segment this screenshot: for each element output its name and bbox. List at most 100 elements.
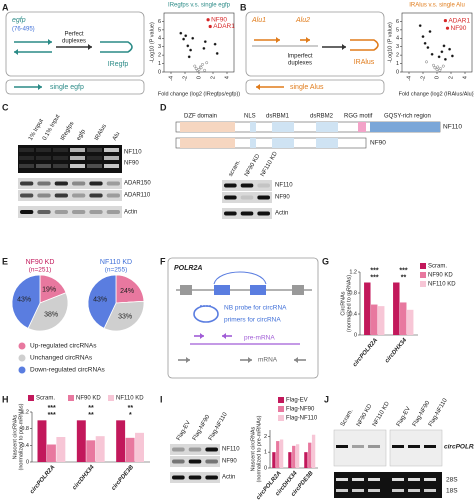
domain-label: dsRBM1 xyxy=(266,114,290,120)
legend-swatch xyxy=(278,415,284,421)
significance: *** xyxy=(370,274,378,281)
blot xyxy=(222,192,272,203)
panel-letter: D xyxy=(160,102,167,112)
bar xyxy=(393,282,400,335)
point xyxy=(441,64,445,68)
legend-swatch xyxy=(108,395,114,401)
gel-band xyxy=(368,489,380,492)
x-tick-label: 4 xyxy=(224,76,230,79)
significance: * xyxy=(129,412,132,419)
point xyxy=(186,44,190,48)
point xyxy=(182,37,186,41)
probe-label: NB probe for circRNA xyxy=(224,305,287,312)
hairpin xyxy=(100,41,133,53)
isoform-label: NF90 xyxy=(370,140,386,147)
blot-band xyxy=(257,211,270,216)
lane-label: NF90 KD xyxy=(244,153,262,178)
significance: *** xyxy=(399,267,407,274)
gel-band xyxy=(336,478,348,481)
point xyxy=(435,68,439,71)
gene-label: POLR2A xyxy=(174,265,202,272)
blot-band xyxy=(87,148,102,152)
blot-band xyxy=(54,210,68,214)
slice-label: 38% xyxy=(44,312,58,319)
y-axis-label: -Log10 (P value) xyxy=(387,22,393,63)
diagram-box xyxy=(245,11,385,77)
gel-band xyxy=(368,445,380,448)
blot-band xyxy=(72,181,86,186)
bar xyxy=(279,439,284,468)
legend-swatch xyxy=(68,395,74,401)
blot-band xyxy=(224,211,237,216)
label: duplexes xyxy=(62,39,86,45)
y-axis-label: -Log10 (P value) xyxy=(149,22,155,63)
blot-band xyxy=(89,210,103,214)
label: duplexes xyxy=(288,61,312,67)
y-tick-label: 1.2 xyxy=(349,269,357,275)
blot-band xyxy=(106,181,120,186)
point xyxy=(423,41,427,45)
band-label: Actin xyxy=(124,210,137,216)
point xyxy=(450,54,454,58)
significance: ** xyxy=(88,412,94,419)
point xyxy=(430,52,434,56)
blot-band xyxy=(89,193,103,198)
pre-mrna-label: pre-mRNA xyxy=(244,335,275,342)
point xyxy=(442,44,446,48)
bar xyxy=(86,440,96,462)
panel-letter: B xyxy=(240,2,247,12)
blot-band xyxy=(53,164,68,168)
x-tick-label: circDHX34 xyxy=(384,337,408,364)
bar xyxy=(116,420,126,462)
blot-band xyxy=(36,148,51,152)
x-tick-label: -2 xyxy=(420,76,426,81)
single-arrow-head xyxy=(38,84,42,90)
slice-label: 43% xyxy=(17,296,31,303)
y-tick-label: 0 xyxy=(26,459,29,465)
y-tick-label: 3 xyxy=(396,44,399,50)
blot xyxy=(18,206,122,218)
legend-swatch xyxy=(18,342,26,350)
significance: *** xyxy=(370,267,378,274)
gel-band xyxy=(424,478,436,481)
band-label: 28S xyxy=(446,477,458,484)
panel-letter: F xyxy=(160,256,166,266)
blot-band xyxy=(205,459,218,464)
blot-band xyxy=(188,447,202,452)
circrna xyxy=(193,305,219,323)
lane-label: Scram. xyxy=(340,408,355,428)
y-tick-label: 4 xyxy=(396,36,399,42)
y-axis-label: Nascent circRNAs xyxy=(12,414,18,459)
y-tick-label: 3 xyxy=(158,44,161,50)
legend-swatch xyxy=(18,366,26,374)
significance: *** xyxy=(48,412,56,419)
x-axis-label: Fold change (log2 (IRegfps/egfp)) xyxy=(158,91,240,97)
point xyxy=(203,68,207,72)
significance: *** xyxy=(48,405,56,412)
point xyxy=(187,55,191,59)
y-tick-label: 6 xyxy=(396,19,399,25)
y-tick-label: 0 xyxy=(264,465,267,471)
legend-label: Unchanged circRNAs xyxy=(30,355,93,362)
blot-band xyxy=(106,193,120,198)
point xyxy=(433,66,437,70)
blot-band xyxy=(240,195,254,200)
gel-band xyxy=(392,445,404,448)
y-tick-label: 2 xyxy=(158,53,161,59)
hit-label: NF90 xyxy=(211,16,227,23)
pie-title: NF90 KD xyxy=(26,259,55,266)
label: Alu1 xyxy=(251,17,266,24)
bar xyxy=(308,442,312,468)
band-label: NF110 xyxy=(222,447,240,453)
blot-band xyxy=(224,195,237,200)
mrna-label: mRNA xyxy=(258,357,278,364)
domain xyxy=(250,122,256,132)
y-axis-label: CircRNAs xyxy=(340,291,346,315)
label: (76-495) xyxy=(12,27,35,33)
blot-band xyxy=(104,148,119,152)
bar xyxy=(406,309,414,335)
point xyxy=(440,50,444,54)
y-tick-label: 5 xyxy=(158,27,161,33)
legend-swatch xyxy=(28,395,34,401)
gel xyxy=(334,472,442,498)
